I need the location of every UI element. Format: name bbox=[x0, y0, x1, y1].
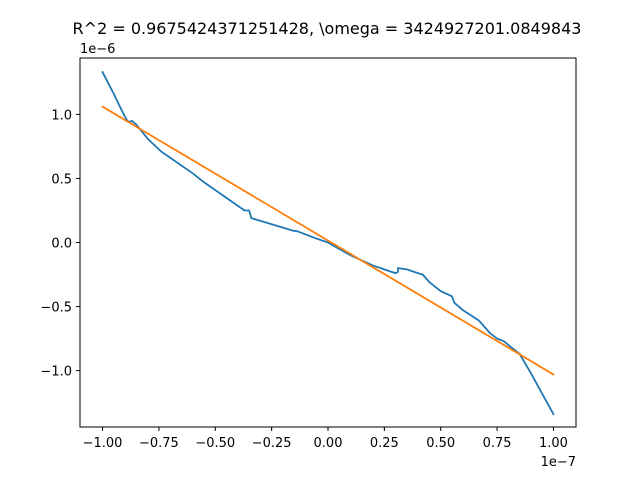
x-tick-label: 1.00 bbox=[539, 436, 568, 451]
x-tick-label: 0.75 bbox=[483, 436, 512, 451]
x-tick-label: −0.75 bbox=[139, 436, 179, 451]
chart-title: R^2 = 0.9675424371251428, \omega = 34249… bbox=[73, 19, 582, 38]
y-tick-label: 1.0 bbox=[51, 108, 72, 123]
y-tick-label: 0.5 bbox=[51, 172, 72, 187]
y-tick-label: −0.5 bbox=[40, 301, 72, 316]
x-tick-label: −0.50 bbox=[195, 436, 235, 451]
y-tick-label: 0.0 bbox=[51, 237, 72, 252]
fit-series-line bbox=[101, 105, 555, 376]
data-series-line bbox=[101, 70, 555, 416]
x-offset-label: 1e−7 bbox=[541, 455, 576, 470]
plot-series bbox=[101, 70, 555, 416]
x-tick-label: 0.50 bbox=[426, 436, 455, 451]
y-tick-label: −1.0 bbox=[40, 365, 72, 380]
x-tick-label: 0.00 bbox=[314, 436, 343, 451]
x-tick-label: 0.25 bbox=[370, 436, 399, 451]
axis-ticks: −1.00 −0.75 −0.50 −0.25 0.00 0.25 0.50 0.75 1.00… bbox=[40, 108, 568, 451]
plot-frame bbox=[79, 57, 577, 428]
x-tick-label: −1.00 bbox=[83, 436, 123, 451]
y-offset-label: 1e−6 bbox=[80, 42, 115, 57]
x-tick-label: −0.25 bbox=[252, 436, 292, 451]
